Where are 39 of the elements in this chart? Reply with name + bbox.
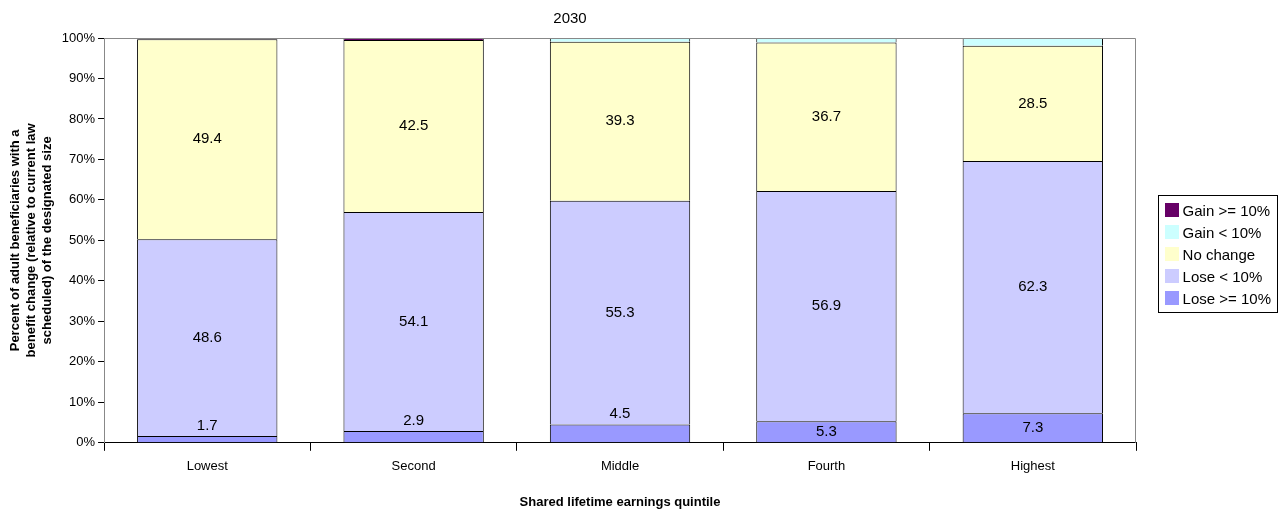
legend-label: Lose < 10% — [1182, 267, 1263, 285]
data-label: 1.7 — [196, 415, 218, 433]
y-tick-label: 70% — [69, 151, 96, 167]
data-label: 56.9 — [811, 296, 842, 314]
data-label: 48.6 — [192, 327, 222, 345]
x-tick-label: Fourth — [807, 458, 846, 474]
y-tick-label: 10% — [69, 393, 96, 409]
data-label: 5.3 — [815, 421, 837, 439]
y-tick-label: 0% — [76, 434, 96, 450]
x-tick-label: Second — [391, 458, 436, 474]
data-label: 36.7 — [811, 106, 842, 124]
data-label: 62.3 — [1018, 277, 1048, 295]
y-tick-label: 40% — [69, 272, 96, 288]
legend-label: Gain >= 10% — [1182, 201, 1271, 219]
x-tick-label: Middle — [600, 458, 640, 474]
chart-title: 2030 — [553, 9, 587, 27]
x-tick-label: Highest — [1010, 458, 1056, 474]
data-label: 7.3 — [1022, 417, 1044, 435]
data-label: 42.5 — [399, 116, 429, 134]
y-tick-label: 50% — [69, 231, 96, 247]
legend-label: Gain < 10% — [1182, 223, 1262, 241]
data-label: 55.3 — [605, 302, 635, 320]
legend-label: Lose >= 10% — [1182, 289, 1271, 307]
data-label: 54.1 — [399, 311, 429, 329]
data-label: 28.5 — [1018, 93, 1048, 111]
data-label: 39.3 — [605, 111, 635, 129]
y-tick-label: 20% — [69, 353, 96, 369]
data-label: 4.5 — [609, 404, 631, 422]
legend-label: No change — [1182, 245, 1256, 263]
y-tick-label: 80% — [69, 110, 96, 126]
x-tick-label: Lowest — [186, 458, 229, 474]
y-tick-label: 90% — [69, 70, 96, 86]
data-label: 49.4 — [192, 129, 222, 147]
y-axis-title: Percent of adult beneficiaries with a benefit change (relative to current law scheduled) of the designated size — [7, 122, 54, 358]
y-tick-label: 100% — [61, 29, 96, 45]
y-tick-label: 30% — [69, 312, 96, 328]
data-label: 2.9 — [403, 410, 425, 428]
x-axis-title: Shared lifetime earnings quintile — [519, 493, 721, 509]
y-tick-label: 60% — [69, 191, 96, 207]
